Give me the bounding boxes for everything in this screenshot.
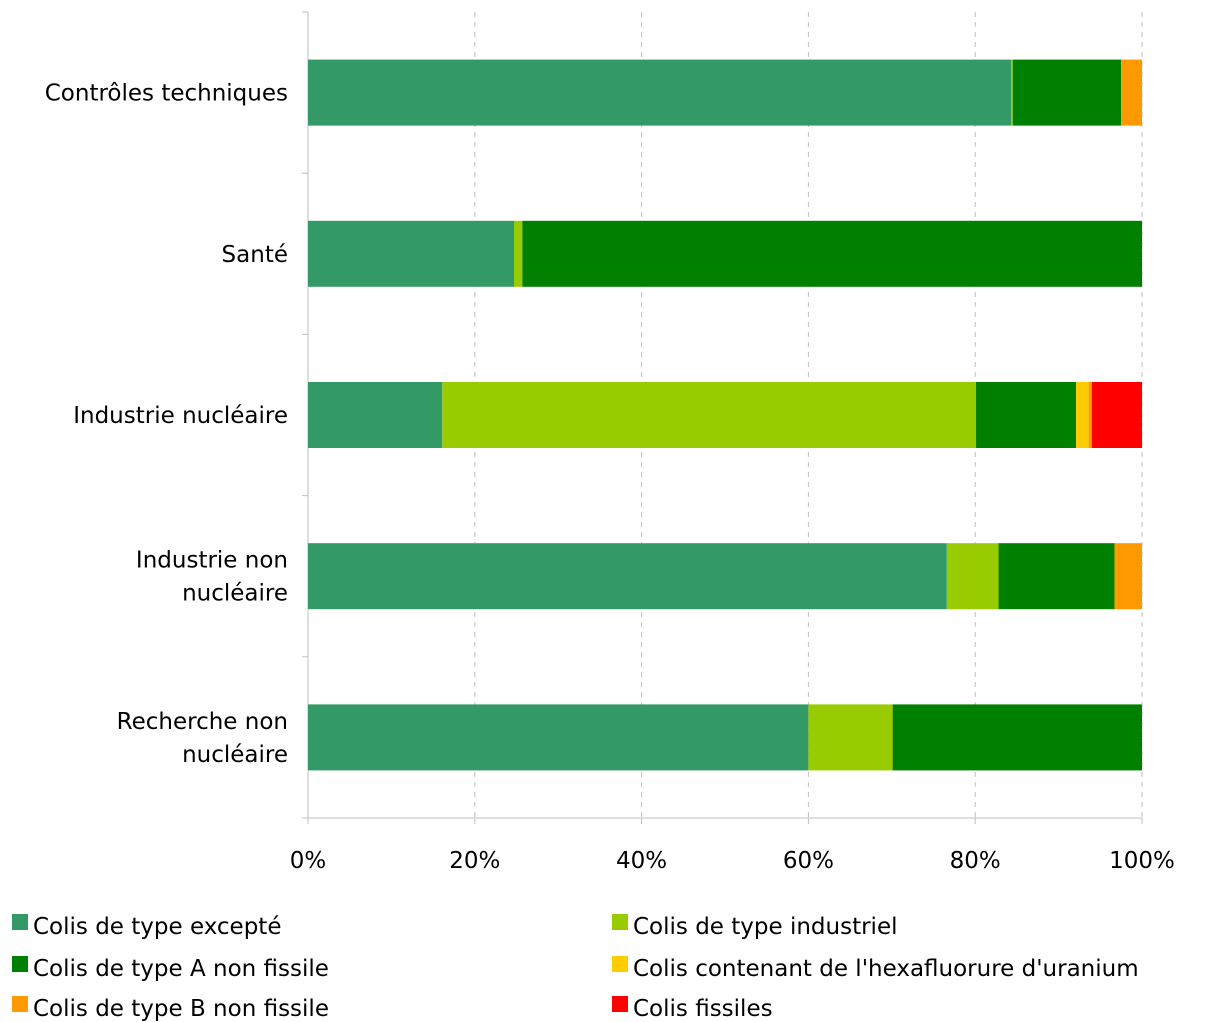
x-tick-label: 0%: [290, 848, 327, 874]
x-tick-label: 100%: [1109, 848, 1175, 874]
bar-segment: [1091, 382, 1142, 448]
legend-swatch: [12, 996, 28, 1012]
bar-segment: [998, 543, 1115, 610]
legend-label: Colis de type industriel: [633, 914, 898, 940]
x-tick-labels: 0% 20% 40% 60% 80% 100%: [290, 848, 1175, 874]
category-label: Santé: [222, 242, 288, 268]
bar-segment: [308, 59, 1012, 126]
bar-segment: [1011, 59, 1013, 126]
x-tick-label: 40%: [616, 848, 667, 874]
category-labels: Contrôles techniques Santé Industrie nuclé…: [45, 81, 288, 768]
legend: Colis de type excepté Colis de type indus…: [12, 914, 1139, 1022]
legend-swatch: [12, 956, 28, 972]
legend-label: Colis de type B non fissile: [33, 996, 329, 1022]
bar-segment: [308, 220, 514, 287]
legend-label: Colis fissiles: [633, 996, 773, 1022]
bar-segment: [308, 382, 443, 448]
x-tick-label: 80%: [950, 848, 1001, 874]
bar-segment: [1121, 59, 1142, 126]
bar-segment: [513, 220, 523, 287]
category-label: Industrie non nucléaire: [136, 548, 288, 607]
legend-swatch: [612, 996, 628, 1012]
x-tick-label: 20%: [449, 848, 500, 874]
bar-segment: [442, 382, 977, 448]
category-label: Recherche non nucléaire: [117, 709, 288, 768]
bar-segment: [308, 704, 809, 771]
legend-label: Colis de type excepté: [33, 914, 281, 940]
legend-swatch: [612, 956, 628, 972]
bar-segment: [308, 543, 947, 610]
bar-segment: [808, 704, 893, 771]
bar-segment: [1114, 543, 1142, 610]
bar-segment: [976, 382, 1077, 448]
bar-segment: [522, 220, 1142, 287]
legend-swatch: [12, 914, 28, 930]
bar-segment: [1088, 382, 1092, 448]
bar-segment: [946, 543, 999, 610]
legend-label: Colis de type A non fissile: [33, 956, 329, 982]
x-tick-label: 60%: [783, 848, 834, 874]
bar-segment: [892, 704, 1142, 771]
bar-segment: [1076, 382, 1089, 448]
legend-swatch: [612, 914, 628, 930]
legend-label: Colis contenant de l'hexafluorure d'uran…: [633, 956, 1139, 982]
category-label: Contrôles techniques: [45, 81, 288, 107]
category-label: Industrie nucléaire: [73, 403, 288, 429]
bar-segment: [1012, 59, 1122, 126]
bars: [308, 59, 1142, 771]
